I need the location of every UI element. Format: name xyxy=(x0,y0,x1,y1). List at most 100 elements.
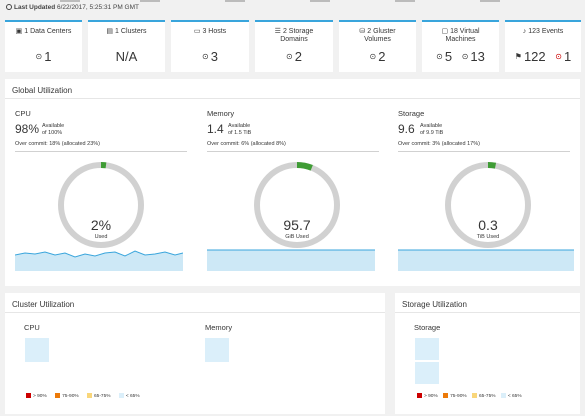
card-value-alerts[interactable]: 122 xyxy=(523,49,546,64)
card-title-line2: Machines xyxy=(445,36,476,43)
util-name: Memory xyxy=(207,109,235,118)
panel-title: Cluster Utilization xyxy=(12,300,75,309)
card-title: 1 Clusters xyxy=(115,28,147,35)
status-down-icon: ⊙ xyxy=(461,52,469,61)
available-label: Available xyxy=(420,123,443,129)
card-gluster-volumes[interactable]: ⛁ 2 Gluster Volumes ⊙ 2 xyxy=(339,20,416,72)
divider xyxy=(395,312,580,313)
cluster-icon: ▤ xyxy=(106,28,114,35)
sparkline-area xyxy=(207,250,375,271)
top-tick-marks xyxy=(60,0,500,2)
status-up-icon: ⊙ xyxy=(35,52,43,61)
card-hosts[interactable]: ▭ 3 Hosts ⊙ 3 xyxy=(171,20,249,72)
last-updated-value: 6/22/2017, 5:25:31 PM GMT xyxy=(56,4,140,11)
donut-value: 2% xyxy=(90,217,112,233)
error-circle-icon: ⊙ xyxy=(555,52,562,61)
legend-label: < 65% xyxy=(125,394,140,399)
legend-label: 75-90% xyxy=(62,394,79,399)
donut-used-arc xyxy=(58,162,144,248)
donut-track xyxy=(58,162,144,248)
legend-label: 75-90% xyxy=(450,394,467,399)
util-name: CPU xyxy=(15,109,31,118)
last-updated-label: Last Updated xyxy=(14,4,56,11)
legend-label: > 90% xyxy=(424,394,438,399)
legend-swatch-red xyxy=(417,393,422,398)
sparkline-area xyxy=(15,251,183,271)
bell-icon: ♪ xyxy=(522,28,527,35)
storage-utilization-panel: Storage Utilization Storage > 90% 75-90%… xyxy=(395,293,580,414)
cpu-heatmap-cell[interactable] xyxy=(25,338,49,362)
memory-heatmap-label: Memory xyxy=(205,323,233,332)
status-up-icon: ⊙ xyxy=(286,52,293,61)
card-events[interactable]: ♪ 123 Events ⚑ 122 ⊙ 1 xyxy=(505,20,581,72)
available-total: of 100% xyxy=(42,129,63,136)
card-value[interactable]: 1 xyxy=(44,49,52,64)
heatmap-legend: > 90% 75-90% 65-75% < 65% xyxy=(417,393,522,399)
panel-title: Storage Utilization xyxy=(402,300,467,309)
card-storage-domains[interactable]: ☰ 2 Storage Domains ⊙ 2 xyxy=(255,20,333,72)
status-up-icon: ⊙ xyxy=(202,52,209,61)
donut-value: 0.3 xyxy=(478,217,498,233)
card-title-line2: Volumes xyxy=(364,36,391,43)
available-total: of 9.9 TiB xyxy=(420,129,444,136)
available-value: 9.6 xyxy=(398,122,415,136)
legend-swatch-red xyxy=(26,393,31,398)
cpu-donut-chart[interactable] xyxy=(57,161,145,249)
card-title: 3 Hosts xyxy=(202,28,227,35)
top-bar: Last Updated 6/22/2017, 5:25:31 PM GMT xyxy=(0,0,585,19)
storage-heatmap-cell[interactable] xyxy=(415,338,439,360)
available-value: 98% xyxy=(15,122,40,136)
card-clusters[interactable]: ▤ 1 Clusters N/A xyxy=(88,20,165,72)
legend-label: > 90% xyxy=(33,394,47,399)
legend-swatch-yellow xyxy=(86,393,92,398)
gluster-volume-icon: ⛁ xyxy=(359,28,366,35)
available-label: Available xyxy=(42,123,65,129)
storage-heatmap-label: Storage xyxy=(414,323,441,332)
donut-used-arc xyxy=(254,162,340,248)
panel-title: Global Utilization xyxy=(12,86,73,95)
legend-swatch-orange xyxy=(55,393,61,398)
card-value-up[interactable]: 5 xyxy=(444,49,453,64)
donut-value: 95.7 xyxy=(283,217,311,233)
storage-sparkline[interactable] xyxy=(398,247,574,271)
util-name: Storage xyxy=(398,109,425,118)
card-value[interactable]: 3 xyxy=(210,49,218,64)
available-value: 1.4 xyxy=(207,122,224,136)
memory-donut-chart[interactable] xyxy=(253,161,341,249)
card-value[interactable]: 2 xyxy=(294,49,302,64)
storage-donut-chart[interactable] xyxy=(444,161,532,249)
card-value[interactable]: 2 xyxy=(378,49,386,64)
global-utilization-panel: Global Utilization CPU 98% Available of … xyxy=(5,79,580,286)
divider xyxy=(5,312,385,313)
status-up-icon: ⊙ xyxy=(436,52,443,61)
card-title-line1: 18 Virtual xyxy=(450,28,480,35)
donut-track xyxy=(445,162,531,248)
overcommit-text: Over commit: 3% (allocated 17%) xyxy=(398,141,480,147)
legend-swatch-blue xyxy=(118,393,124,398)
cpu-sparkline[interactable] xyxy=(15,247,183,271)
overcommit-text: Over commit: 6% (allocated 8%) xyxy=(207,141,286,147)
donut-unit: TiB Used xyxy=(476,234,500,240)
legend-label: < 65% xyxy=(507,394,522,399)
available-total: of 1.5 TiB xyxy=(228,129,252,136)
divider xyxy=(5,98,580,99)
card-value-errors[interactable]: 1 xyxy=(563,49,572,64)
storage-heatmap-cell[interactable] xyxy=(415,362,439,384)
legend-swatch-yellow xyxy=(471,393,477,398)
card-virtual-machines[interactable]: ▢ 18 Virtual Machines ⊙ 5 ⊙ 13 xyxy=(422,20,499,72)
memory-sparkline[interactable] xyxy=(207,247,375,271)
card-title: 123 Events xyxy=(528,28,564,35)
card-title: 1 Data Centers xyxy=(24,28,72,35)
divider xyxy=(15,151,187,152)
flag-icon: ⚑ xyxy=(514,52,522,61)
available-label: Available xyxy=(228,123,251,129)
card-value-down[interactable]: 13 xyxy=(470,49,485,64)
card-title-line2: Domains xyxy=(280,36,308,43)
donut-track xyxy=(254,162,340,248)
last-updated: Last Updated 6/22/2017, 5:25:31 PM GMT xyxy=(6,4,139,11)
card-data-centers[interactable]: ▣ 1 Data Centers ⊙ 1 xyxy=(5,20,82,72)
memory-heatmap-cell[interactable] xyxy=(205,338,229,362)
legend-swatch-blue xyxy=(500,393,506,398)
storage-domain-icon: ☰ xyxy=(274,28,281,35)
status-up-icon: ⊙ xyxy=(369,52,377,61)
